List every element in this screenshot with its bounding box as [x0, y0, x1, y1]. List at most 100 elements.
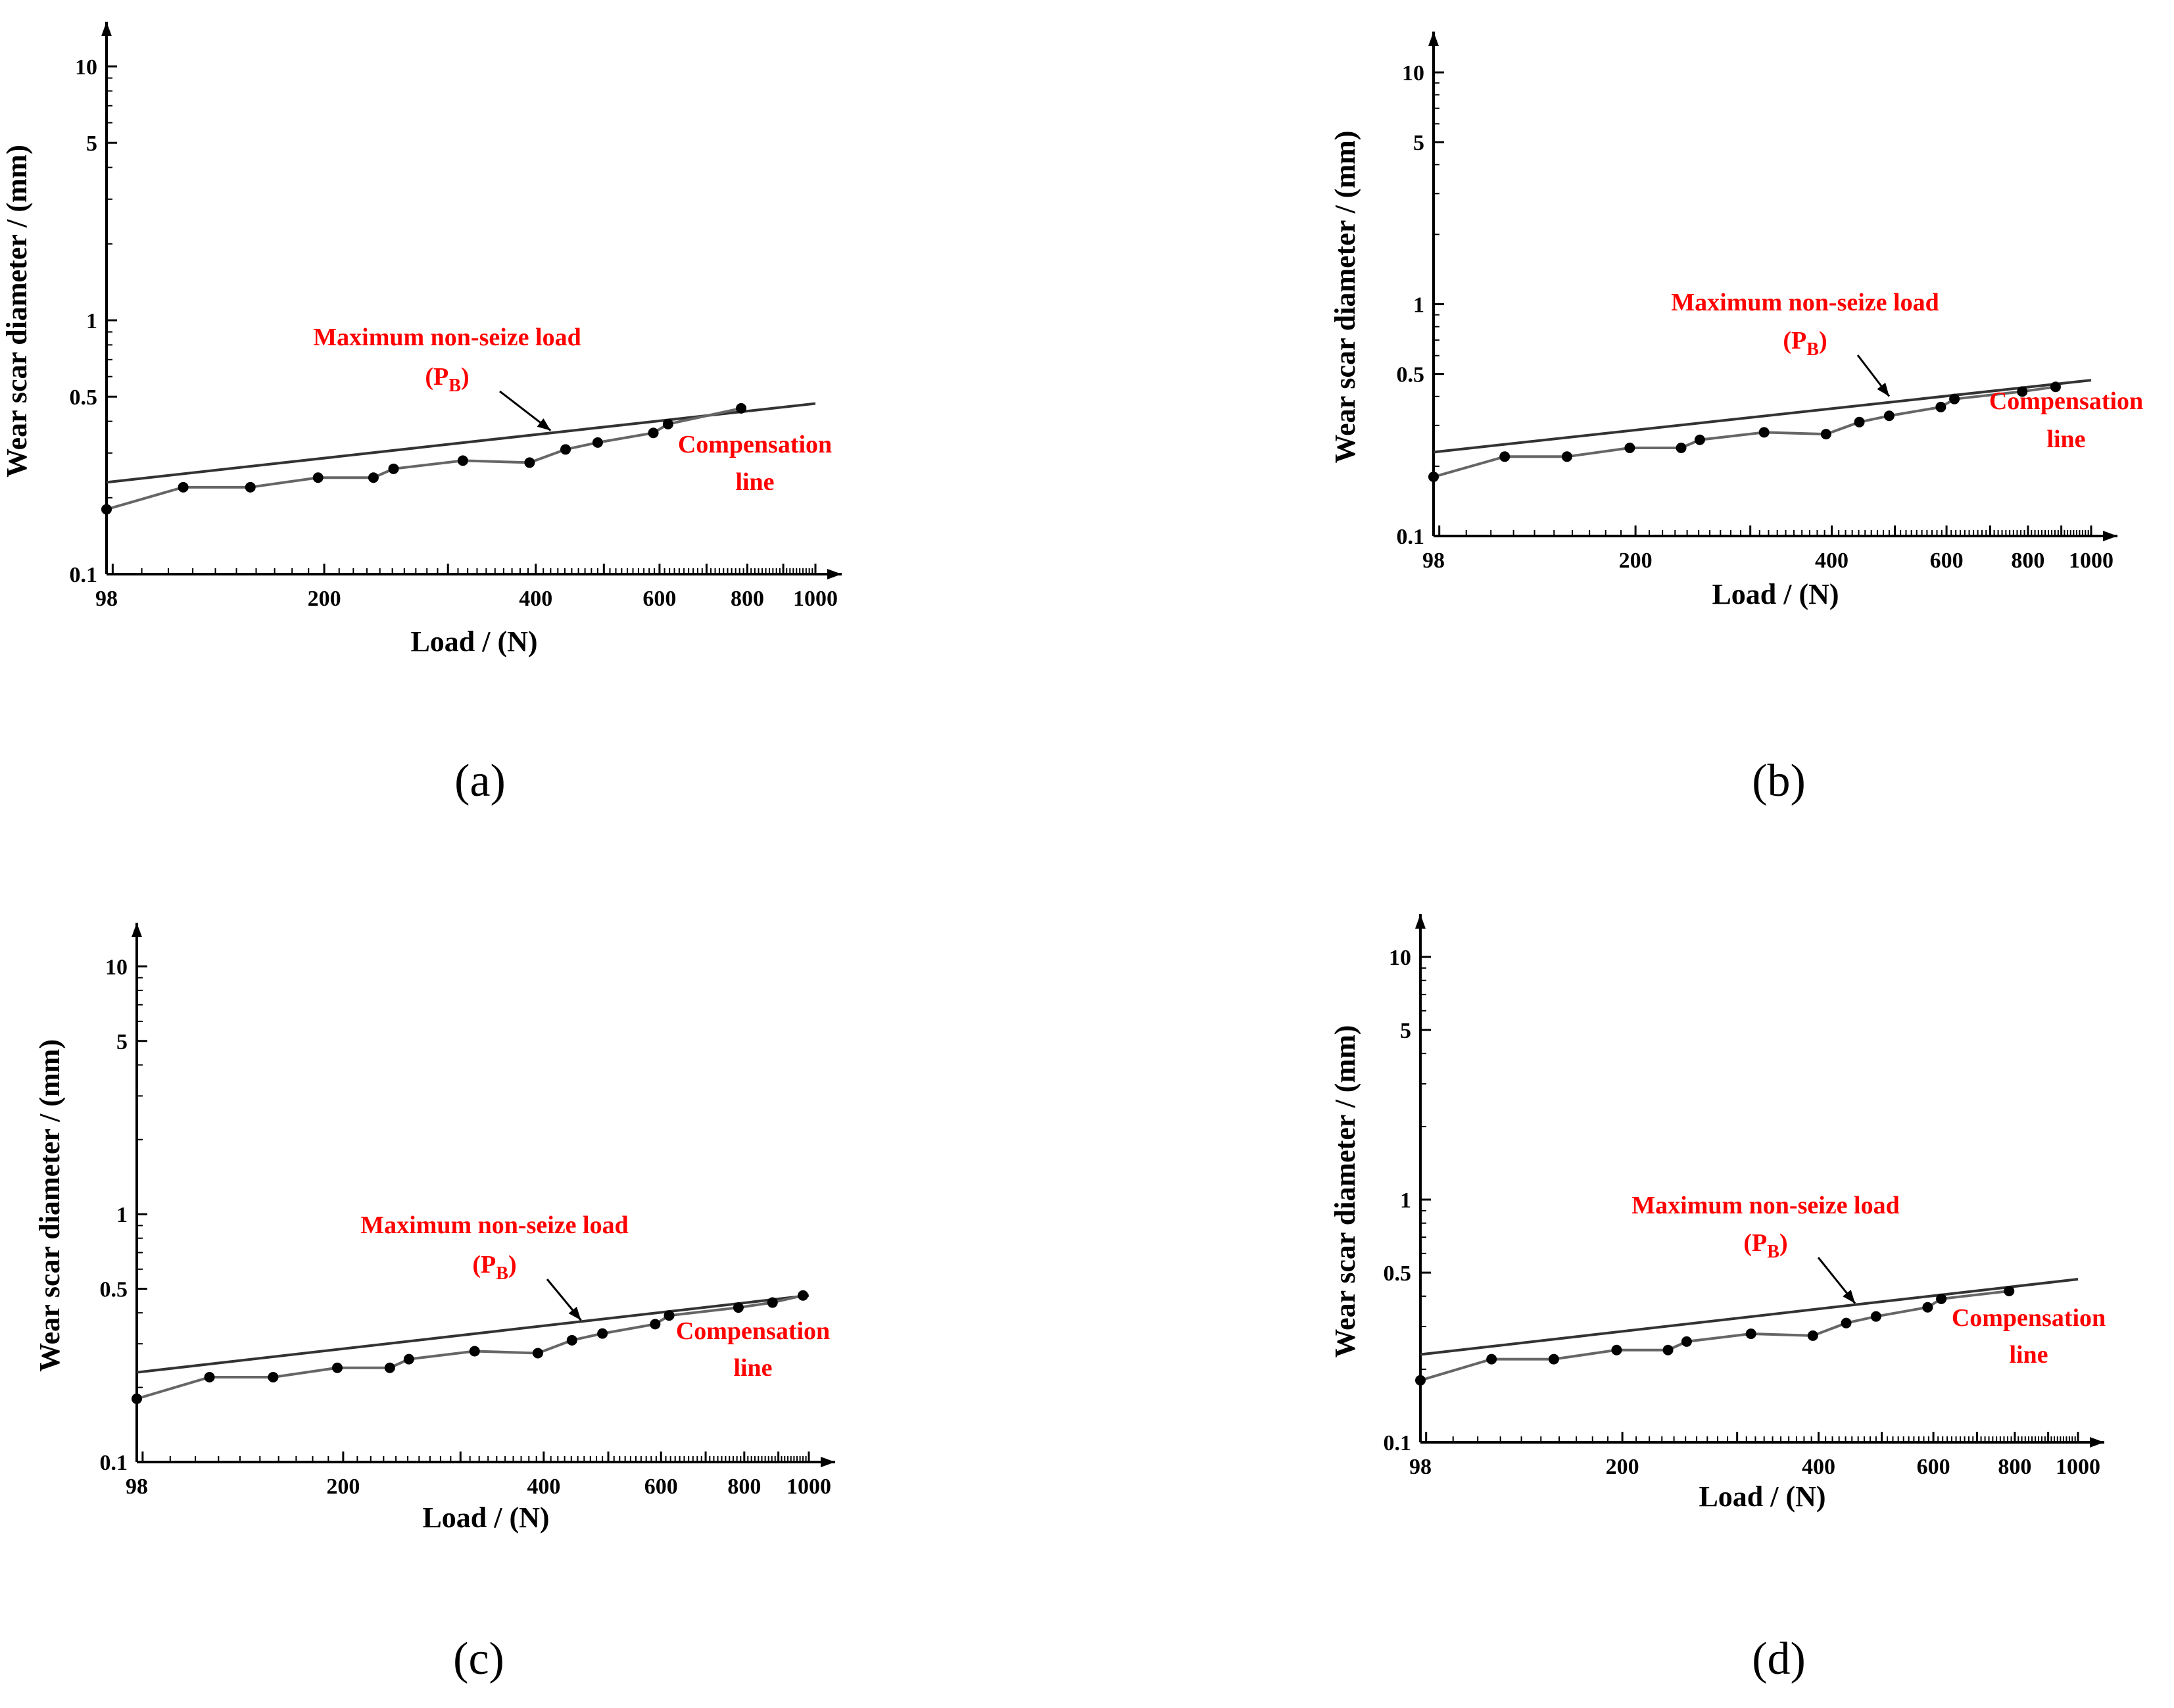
y-axis-title: Wear scar diameter / (mm): [1329, 1025, 1361, 1358]
x-tick-label: 98: [1422, 549, 1445, 573]
data-point: [767, 1297, 778, 1308]
data-point: [1922, 1302, 1933, 1313]
data-point: [178, 481, 189, 493]
x-axis-title: Load / (N): [422, 1501, 549, 1534]
pb-subscript: B: [1806, 339, 1819, 360]
wear-scar-series-line: [136, 1294, 804, 1400]
data-point: [204, 1371, 215, 1382]
data-point: [664, 1310, 675, 1321]
x-tick-label: 400: [1815, 549, 1848, 573]
x-tick-label: 800: [2011, 549, 2044, 573]
pb-annotation-symbol: (PB): [1783, 327, 1827, 360]
x-tick-label: 400: [527, 1475, 560, 1499]
y-tick-label: 5: [86, 132, 97, 156]
y-tick-label: 0.1: [1397, 525, 1425, 549]
panel-label: (a): [454, 756, 506, 806]
pb-symbol: P: [1791, 327, 1806, 354]
y-tick-label: 0.5: [100, 1278, 128, 1302]
chart-panel-d: 98 200 400 600 800 1000 0.1 0.5 1 5 10 Load / (N) We…: [1329, 914, 2106, 1684]
compensation-label-line1: Compensation: [676, 1317, 830, 1345]
y-tick-label: 0.1: [100, 1451, 128, 1475]
chart-panel-b: 98 200 400 600 800 1000 0.1 0.5 1 5 10 Load / (N) We…: [1329, 32, 2143, 806]
pb-arrowhead-icon: [568, 1306, 581, 1321]
data-point: [524, 457, 535, 468]
compensation-line: [1420, 1278, 2079, 1356]
data-point: [1935, 401, 1946, 412]
data-point: [1841, 1317, 1852, 1329]
compensation-label-line2: line: [2046, 426, 2085, 453]
data-point: [469, 1346, 480, 1357]
pb-symbol: P: [481, 1251, 496, 1279]
data-point: [2017, 386, 2028, 397]
data-point: [736, 403, 747, 414]
x-axis-arrow-icon: [821, 1457, 835, 1467]
data-point: [1883, 410, 1895, 422]
data-point: [2004, 1286, 2015, 1297]
data-point: [388, 463, 399, 474]
x-tick-label: 98: [1409, 1455, 1432, 1479]
y-axis-arrow-icon: [1415, 914, 1426, 929]
x-tick-label: 200: [1619, 549, 1653, 573]
pb-subscript: B: [448, 376, 461, 396]
data-point: [1694, 434, 1705, 445]
x-tick-label: 98: [126, 1475, 148, 1499]
y-tick-label: 5: [1400, 1019, 1411, 1043]
data-point: [592, 437, 603, 448]
pb-annotation-symbol: (PB): [472, 1251, 516, 1284]
data-point: [1807, 1330, 1818, 1341]
chart-panel-a: 98 200 400 600 800 1000 0.1 0.5 1 5 10 Load / (N) We…: [1, 22, 842, 806]
x-tick-label: 400: [1802, 1455, 1835, 1479]
compensation-label-line1: Compensation: [1989, 387, 2143, 415]
data-point: [331, 1362, 343, 1373]
data-point: [566, 1334, 577, 1346]
y-tick-label: 0.5: [1397, 363, 1425, 387]
x-tick-label: 400: [519, 587, 552, 611]
data-point: [1745, 1328, 1756, 1339]
pb-annotation-title: Maximum non-seize load: [360, 1211, 628, 1239]
compensation-label-line1: Compensation: [1952, 1304, 2106, 1332]
y-tick-label: 10: [1389, 946, 1411, 970]
x-tick-label: 1000: [793, 587, 838, 611]
pb-arrowhead-icon: [537, 418, 551, 431]
x-tick-label: 1000: [786, 1475, 831, 1499]
data-point: [1561, 451, 1572, 462]
data-point: [457, 455, 468, 466]
pb-symbol: P: [433, 363, 448, 391]
y-axis-title: Wear scar diameter / (mm): [1329, 131, 1361, 464]
y-axis-arrow-icon: [1428, 32, 1439, 46]
x-axis-arrow-icon: [2103, 531, 2117, 541]
data-point: [1428, 472, 1439, 483]
data-point: [597, 1328, 608, 1339]
y-axis-title: Wear scar diameter / (mm): [1, 145, 33, 477]
x-tick-label: 200: [326, 1475, 360, 1499]
data-point: [1415, 1375, 1426, 1386]
data-point: [1936, 1293, 1947, 1304]
y-axis-title: Wear scar diameter / (mm): [34, 1039, 66, 1372]
data-point: [1820, 429, 1831, 440]
y-axis-arrow-icon: [101, 22, 112, 36]
pb-annotation-symbol: (PB): [425, 363, 469, 396]
data-point: [1611, 1344, 1622, 1355]
data-point: [1758, 427, 1770, 438]
data-point: [560, 444, 571, 455]
panel-label: (c): [453, 1634, 504, 1684]
y-tick-label: 10: [105, 955, 128, 979]
pb-annotation-title: Maximum non-seize load: [313, 324, 581, 351]
y-tick-label: 1: [1400, 1188, 1411, 1213]
pb-annotation-title: Maximum non-seize load: [1671, 289, 1939, 316]
data-point: [1949, 393, 1960, 404]
data-point: [368, 472, 379, 483]
x-axis-arrow-icon: [827, 569, 842, 579]
x-tick-label: 200: [1606, 1455, 1639, 1479]
pb-subscript: B: [496, 1263, 508, 1284]
compensation-label-line2: line: [2009, 1341, 2048, 1369]
data-point: [798, 1290, 809, 1301]
x-tick-label: 800: [1998, 1455, 2031, 1479]
x-tick-label: 800: [727, 1475, 761, 1499]
y-tick-label: 0.1: [70, 563, 98, 587]
x-tick-label: 800: [731, 587, 764, 611]
data-point: [2050, 381, 2061, 393]
data-point: [648, 427, 659, 439]
x-tick-label: 600: [1917, 1455, 1950, 1479]
pb-subscript: B: [1767, 1242, 1779, 1262]
